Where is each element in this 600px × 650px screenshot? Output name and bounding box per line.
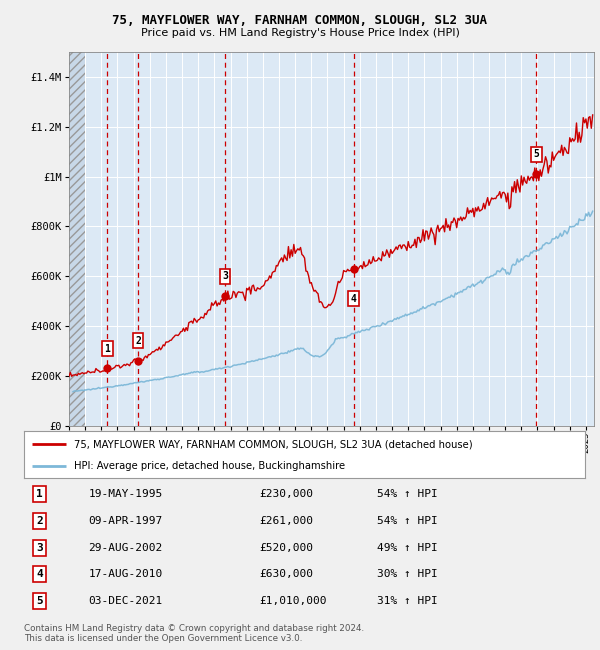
- Text: 31% ↑ HPI: 31% ↑ HPI: [377, 596, 438, 606]
- Text: 5: 5: [533, 149, 539, 159]
- Bar: [69, 27, 85, 426]
- Text: 2: 2: [37, 516, 43, 526]
- Text: £230,000: £230,000: [260, 489, 314, 499]
- Text: 75, MAYFLOWER WAY, FARNHAM COMMON, SLOUGH, SL2 3UA (detached house): 75, MAYFLOWER WAY, FARNHAM COMMON, SLOUG…: [74, 439, 473, 449]
- Text: 1: 1: [104, 343, 110, 354]
- Text: HPI: Average price, detached house, Buckinghamshire: HPI: Average price, detached house, Buck…: [74, 461, 346, 471]
- Text: Price paid vs. HM Land Registry's House Price Index (HPI): Price paid vs. HM Land Registry's House …: [140, 28, 460, 38]
- Text: 17-AUG-2010: 17-AUG-2010: [89, 569, 163, 579]
- Text: 19-MAY-1995: 19-MAY-1995: [89, 489, 163, 499]
- Text: 49% ↑ HPI: 49% ↑ HPI: [377, 543, 438, 552]
- Text: 4: 4: [351, 294, 357, 304]
- Text: 03-DEC-2021: 03-DEC-2021: [89, 596, 163, 606]
- Text: 4: 4: [37, 569, 43, 579]
- Text: £1,010,000: £1,010,000: [260, 596, 327, 606]
- Text: 3: 3: [37, 543, 43, 552]
- Text: 09-APR-1997: 09-APR-1997: [89, 516, 163, 526]
- Text: 2: 2: [135, 336, 141, 346]
- Text: Contains HM Land Registry data © Crown copyright and database right 2024.
This d: Contains HM Land Registry data © Crown c…: [24, 624, 364, 644]
- Text: 54% ↑ HPI: 54% ↑ HPI: [377, 489, 438, 499]
- Text: 54% ↑ HPI: 54% ↑ HPI: [377, 516, 438, 526]
- Text: £261,000: £261,000: [260, 516, 314, 526]
- Text: 3: 3: [222, 271, 228, 281]
- Text: 1: 1: [37, 489, 43, 499]
- Text: £630,000: £630,000: [260, 569, 314, 579]
- Text: £520,000: £520,000: [260, 543, 314, 552]
- Text: 75, MAYFLOWER WAY, FARNHAM COMMON, SLOUGH, SL2 3UA: 75, MAYFLOWER WAY, FARNHAM COMMON, SLOUG…: [113, 14, 487, 27]
- Text: 29-AUG-2002: 29-AUG-2002: [89, 543, 163, 552]
- Text: 5: 5: [37, 596, 43, 606]
- Text: 30% ↑ HPI: 30% ↑ HPI: [377, 569, 438, 579]
